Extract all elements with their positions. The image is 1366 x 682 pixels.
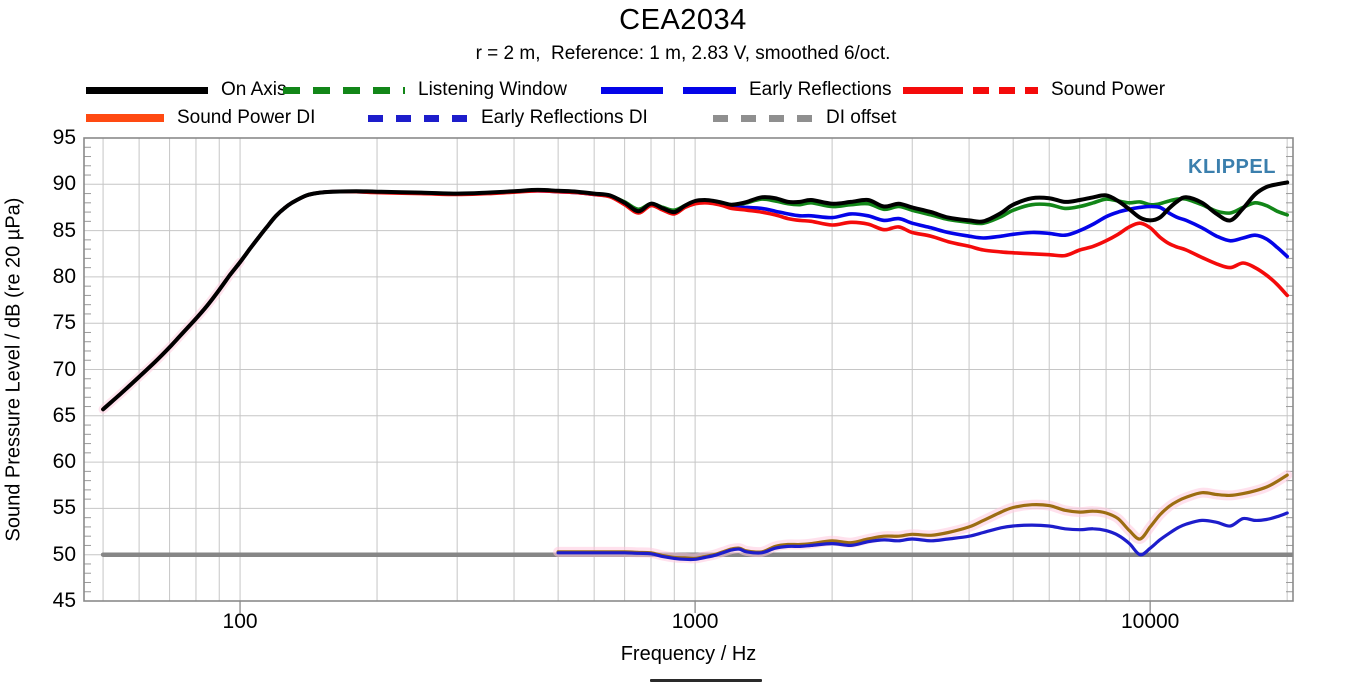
series-on-axis [101,180,1290,412]
listening-window-line-swatch-icon [283,86,405,94]
legend-item-listening-window: Listening Window [283,78,567,102]
y-tick-label: 45 [52,589,76,612]
early-reflections-line-swatch-icon [601,86,736,94]
sound-power-di-line-swatch-icon [86,114,164,122]
chart-title: CEA2034 [619,4,747,36]
series-sound-power-di-halo [553,470,1293,564]
y-tick-label: 85 [52,218,76,242]
x-tick-label: 100 [222,610,258,633]
legend-label: Sound Power [1051,79,1166,100]
legend-label: Sound Power DI [177,107,316,128]
y-tick-label: 75 [52,311,76,335]
y-tick-label: 95 [52,126,76,149]
early-reflections-di-line-swatch-icon [368,114,468,122]
legend-item-early-reflections: Early Reflections [601,78,892,102]
legend-label: Early Reflections [749,79,892,100]
legend-label: DI offset [826,107,897,128]
legend-item-on-axis: On Axis [86,78,286,102]
y-tick-label: 90 [52,172,76,196]
y-axis-title: Sound Pressure Level / dB (re 20 µPa) [2,197,25,542]
chart-subtitle: r = 2 m, Reference: 1 m, 2.83 V, smoothe… [475,43,891,64]
y-tick-label: 65 [52,403,76,427]
legend-item-di-offset: DI offset [713,106,896,130]
clipped-text-bottom [650,679,762,682]
y-tick-label: 80 [52,264,76,288]
sound-power-line-swatch-icon [903,86,1038,94]
di-offset-line-swatch-icon [713,114,813,122]
x-tick-label: 1000 [671,610,719,633]
x-tick-label: 10000 [1120,610,1180,633]
klippel-watermark: KLIPPEL [1188,156,1276,178]
legend-item-sound-power: Sound Power [903,78,1165,102]
y-tick-label: 60 [52,450,76,474]
series-sound-power-di [556,473,1289,561]
legend-item-early-reflections-di: Early Reflections DI [368,106,648,130]
legend-item-sound-power-di: Sound Power DI [86,106,315,130]
y-tick-label: 50 [52,542,76,566]
y-tick-label: 70 [52,357,76,381]
on-axis-line-swatch-icon [86,86,208,94]
series-early-reflections-di [556,511,1289,562]
legend-label: Early Reflections DI [481,107,648,128]
legend-label: Listening Window [418,79,567,100]
y-tick-label: 55 [52,496,76,520]
x-axis-title: Frequency / Hz [620,643,757,665]
legend-label: On Axis [221,79,287,100]
